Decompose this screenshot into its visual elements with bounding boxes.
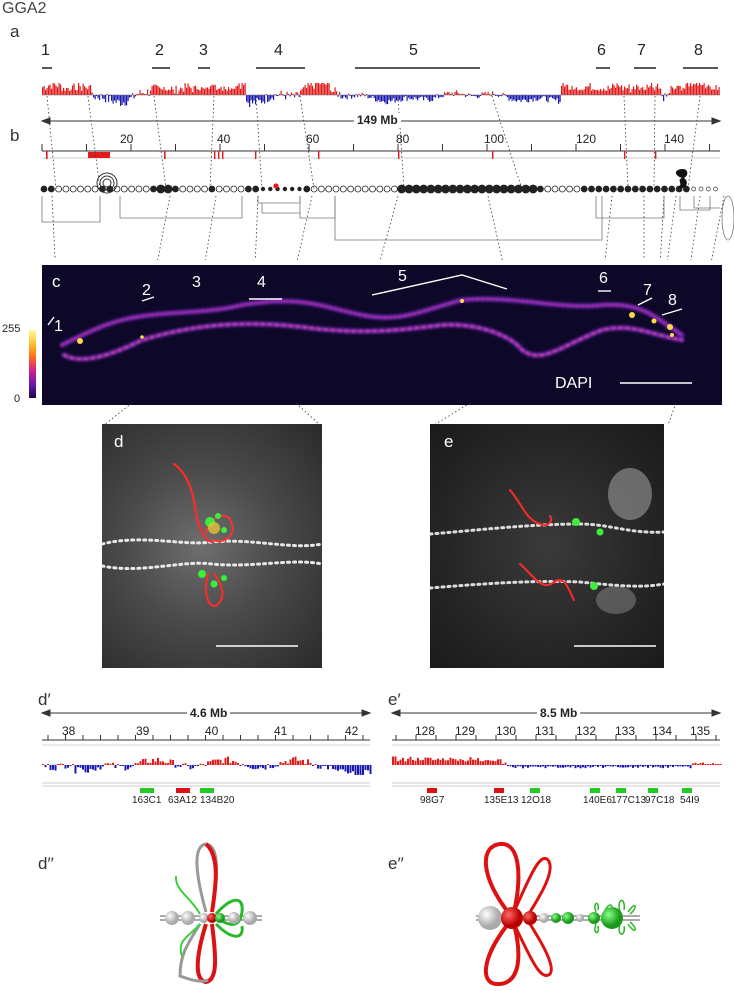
probe-label: 97C18 bbox=[645, 795, 675, 806]
panel-b-label: b bbox=[10, 126, 20, 145]
ruler-tick-label: 60 bbox=[306, 132, 320, 146]
gc-profile-e bbox=[392, 756, 722, 769]
probe-label: 135E13 bbox=[484, 795, 519, 806]
probe-label: 134B20 bbox=[200, 795, 235, 806]
region-label-6: 6 bbox=[597, 42, 606, 59]
colorbar-min-label: 0 bbox=[14, 393, 21, 405]
probe-label: 177C13 bbox=[611, 795, 647, 806]
probe-label: 140E6 bbox=[583, 795, 612, 806]
probe-label: 63A12 bbox=[168, 795, 197, 806]
figure-title: GGA2 bbox=[2, 0, 47, 17]
intensity-colorbar bbox=[29, 330, 36, 398]
mb-ruler bbox=[42, 150, 720, 159]
c-region-label-6: 6 bbox=[599, 270, 608, 287]
gc-profile-d bbox=[42, 756, 372, 775]
region-label-3: 3 bbox=[199, 42, 208, 59]
c-region-label-3: 3 bbox=[192, 274, 201, 291]
d-tick-label: 38 bbox=[62, 724, 76, 738]
panel-e-dprime-label: e′′ bbox=[388, 854, 404, 873]
chromosome-map bbox=[40, 67, 734, 260]
panel-c-label: c bbox=[52, 272, 61, 291]
chromomere-bead-row bbox=[40, 184, 718, 194]
loop-schematics bbox=[160, 842, 640, 986]
d-tick-label: 42 bbox=[345, 724, 359, 738]
ruler-tick-label: 40 bbox=[217, 132, 231, 146]
zoom-connectors bbox=[103, 403, 677, 426]
dapi-image bbox=[42, 265, 722, 405]
region-label-5: 5 bbox=[409, 42, 418, 59]
region-label-8: 8 bbox=[694, 42, 703, 59]
ruler-tick-label: 120 bbox=[576, 132, 597, 146]
fish-image-e bbox=[430, 424, 664, 668]
region-label-2: 2 bbox=[155, 42, 164, 59]
panel-a-label: a bbox=[10, 22, 20, 41]
ruler-red-marks bbox=[46, 151, 657, 159]
ruler-tick-label: 100 bbox=[484, 132, 505, 146]
c-region-label-5: 5 bbox=[398, 268, 407, 285]
d-prime-span-label: 4.6 Mb bbox=[187, 706, 231, 720]
e-dprime-schematic bbox=[476, 842, 640, 986]
panel-e-label: e bbox=[444, 432, 454, 451]
region-label-4: 4 bbox=[274, 42, 283, 59]
probe-label: 163C1 bbox=[132, 795, 162, 806]
c-region-label-2: 2 bbox=[142, 282, 151, 299]
dapi-chromosome-svg bbox=[47, 274, 692, 384]
c-region-label-1: 1 bbox=[54, 318, 63, 335]
probe-label: 98G7 bbox=[420, 795, 445, 806]
c-region-label-7: 7 bbox=[643, 282, 652, 299]
d-dprime-schematic bbox=[160, 842, 262, 985]
loop-domains bbox=[41, 195, 734, 241]
e-tick-label: 129 bbox=[455, 724, 476, 738]
colorbar-max-label: 255 bbox=[2, 323, 21, 335]
fish-image-d bbox=[102, 424, 322, 668]
panel-e-prime-label: e′ bbox=[388, 690, 401, 709]
e-tick-label: 135 bbox=[690, 724, 711, 738]
region-label-7: 7 bbox=[637, 42, 646, 59]
e-tick-label: 128 bbox=[415, 724, 436, 738]
marker-blob-icon bbox=[675, 168, 688, 189]
gc-profile-track bbox=[42, 83, 720, 107]
e-tick-label: 133 bbox=[615, 724, 636, 738]
probe-label: 12O18 bbox=[521, 795, 552, 806]
d-tick-label: 39 bbox=[136, 724, 150, 738]
c-region-label-4: 4 bbox=[257, 274, 266, 291]
ruler-tick-label: 80 bbox=[396, 132, 410, 146]
e-tick-label: 130 bbox=[496, 724, 517, 738]
ruler-tick-label: 20 bbox=[120, 132, 134, 146]
c-region-label-8: 8 bbox=[668, 292, 677, 309]
d-tick-label: 41 bbox=[274, 724, 288, 738]
d-tick-label: 40 bbox=[205, 724, 219, 738]
probe-label: 54I9 bbox=[680, 795, 700, 806]
e-tick-label: 134 bbox=[652, 724, 673, 738]
spiral-loop-icon bbox=[96, 172, 118, 194]
e-prime-span-label: 8.5 Mb bbox=[537, 706, 581, 720]
dapi-label: DAPI bbox=[555, 375, 593, 392]
panel-d-dprime-label: d′′ bbox=[38, 854, 54, 873]
chromosome-span-label: 149 Mb bbox=[354, 113, 401, 127]
ruler-tick-label: 140 bbox=[664, 132, 685, 146]
e-tick-label: 131 bbox=[535, 724, 556, 738]
e-tick-label: 132 bbox=[576, 724, 597, 738]
panel-d-label: d bbox=[114, 432, 124, 451]
c-region-bars bbox=[47, 274, 692, 384]
region-label-1: 1 bbox=[41, 42, 50, 59]
panel-d-prime-label: d′ bbox=[38, 690, 51, 709]
